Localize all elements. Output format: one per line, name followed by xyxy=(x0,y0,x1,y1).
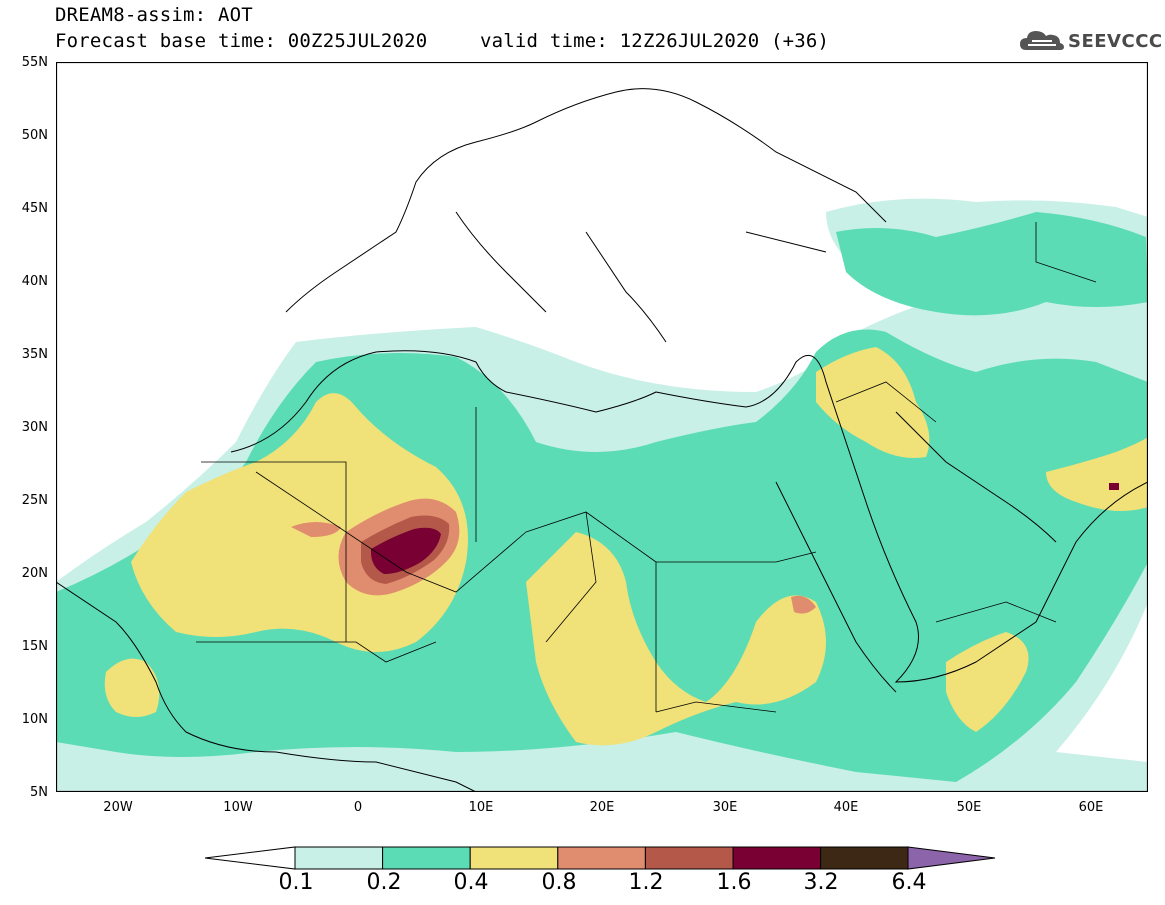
colorbar-label: 0.1 xyxy=(278,870,314,895)
aot-band-1.6 xyxy=(1109,483,1119,490)
colorbar-box xyxy=(732,846,822,870)
colorbar-label: 6.4 xyxy=(891,870,927,895)
lon-tick-label: 10E xyxy=(468,800,494,815)
aot-band-0.4 xyxy=(816,347,930,458)
colorbar-box xyxy=(382,846,471,870)
lon-tick-label: 0 xyxy=(353,800,363,815)
lat-tick-label: 15N xyxy=(21,639,48,654)
lat-tick-label: 55N xyxy=(21,55,48,70)
lon-tick-label: 10W xyxy=(223,800,253,815)
lat-tick-label: 10N xyxy=(21,712,48,727)
lat-tick-label: 30N xyxy=(21,420,48,435)
aot-band-0.4 xyxy=(946,632,1029,732)
colorbar-label: 0.2 xyxy=(366,870,402,895)
lat-tick-label: 35N xyxy=(21,347,48,362)
aot-colorbar xyxy=(205,846,996,870)
aot-band-1.6 xyxy=(370,527,441,574)
lon-tick-label: 60E xyxy=(1078,800,1104,815)
colorbar-boxes xyxy=(294,846,909,870)
valid-time: valid time: 12Z26JUL2020 (+36) xyxy=(480,30,830,52)
colorbar-label: 1.2 xyxy=(628,870,664,895)
colorbar-upper-arrow xyxy=(907,846,996,870)
country-borders xyxy=(196,222,1097,713)
lon-tick-label: 20W xyxy=(103,800,133,815)
aot-band-0.2 xyxy=(836,212,1148,316)
aot-band-0.4 xyxy=(104,658,160,717)
lon-tick-label: 30E xyxy=(712,800,738,815)
aot-contours xyxy=(56,88,1148,792)
logo-text: SEEVCCC xyxy=(1068,31,1163,52)
lat-tick-label: 40N xyxy=(21,274,48,289)
colorbar-box xyxy=(294,846,384,870)
map-title: DREAM8-assim: AOT xyxy=(55,4,253,26)
colorbar-box xyxy=(820,846,909,870)
lat-tick-label: 50N xyxy=(21,128,48,143)
aot-map xyxy=(56,62,1148,792)
coastlines xyxy=(56,88,1148,792)
lon-tick-label: 20E xyxy=(589,800,615,815)
colorbar-box xyxy=(469,846,559,870)
colorbar-box xyxy=(557,846,646,870)
colorbar-label: 3.2 xyxy=(803,870,839,895)
aot-band-0.8 xyxy=(291,522,341,537)
colorbar-box xyxy=(644,846,734,870)
lat-tick-label: 45N xyxy=(21,201,48,216)
seevccc-logo: SEEVCCC xyxy=(1018,26,1162,56)
lon-tick-label: 50E xyxy=(956,800,982,815)
aot-band-0.4 xyxy=(1046,437,1148,511)
lat-tick-label: 25N xyxy=(21,493,48,508)
lat-tick-label: 5N xyxy=(30,785,48,800)
colorbar-label: 1.6 xyxy=(716,870,752,895)
colorbar-label: 0.8 xyxy=(541,870,577,895)
colorbar-label: 0.4 xyxy=(453,870,489,895)
lon-tick-label: 40E xyxy=(833,800,859,815)
lat-tick-label: 20N xyxy=(21,566,48,581)
colorbar-lower-arrow xyxy=(205,846,296,870)
forecast-base-time: Forecast base time: 00Z25JUL2020 xyxy=(55,30,428,52)
cloud-icon xyxy=(1020,31,1064,50)
aot-band-0.4 xyxy=(526,532,826,746)
aot-band-0.8 xyxy=(791,595,816,614)
